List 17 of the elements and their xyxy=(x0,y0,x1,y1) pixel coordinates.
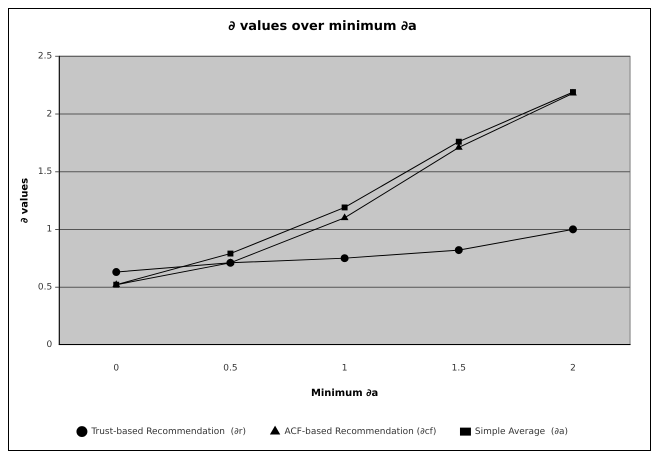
x-tick-label: 0 xyxy=(113,363,120,374)
x-tick-label: 0.5 xyxy=(223,363,238,374)
y-tick-label: 0 xyxy=(46,340,52,350)
legend-label: ACF-based Recommendation (∂cf) xyxy=(284,426,436,437)
x-tick-label: 1 xyxy=(342,363,348,374)
y-tick-label: 0.5 xyxy=(38,282,52,292)
y-tick-label: 1.5 xyxy=(38,167,52,178)
y-axis-title: ∂ values xyxy=(20,178,31,224)
y-tick-label: 1 xyxy=(46,224,52,235)
x-axis-title: Minimum ∂a xyxy=(310,388,378,399)
y-tick-label: 2.5 xyxy=(38,52,52,62)
x-tick-label: 2 xyxy=(570,363,576,374)
legend-label: Trust-based Recommendation (∂r) xyxy=(90,426,246,437)
x-tick-label: 1.5 xyxy=(452,363,466,374)
chart-title: ∂ values over minimum ∂a xyxy=(228,19,417,34)
y-tick-label: 2 xyxy=(46,109,52,120)
legend-label: Simple Average (∂a) xyxy=(474,426,568,437)
